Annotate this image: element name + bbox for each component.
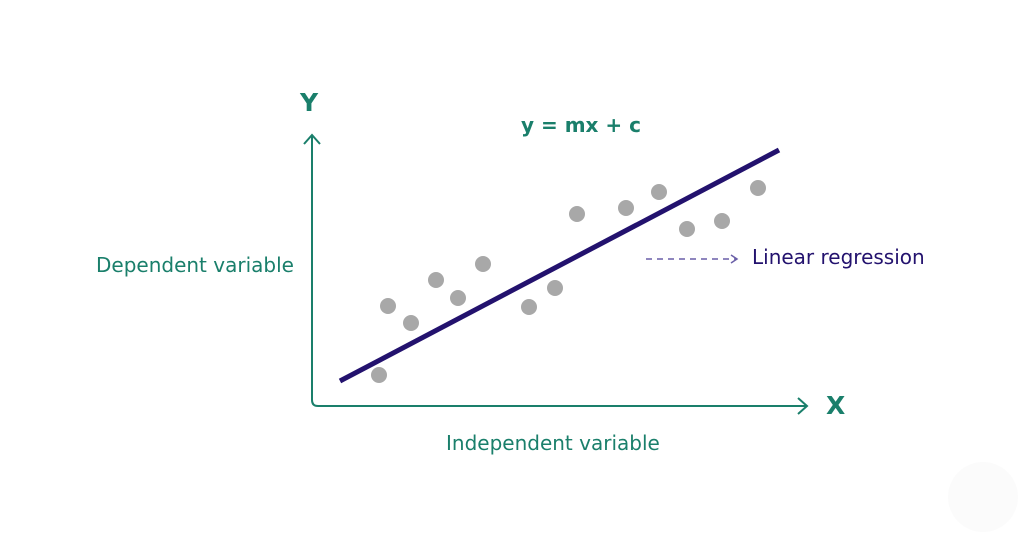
regression-label: Linear regression (752, 245, 925, 269)
regression-line (338, 147, 781, 384)
x-axis-title: Independent variable (446, 431, 660, 455)
data-point (521, 299, 537, 315)
data-point (371, 367, 387, 383)
data-point (714, 213, 730, 229)
y-axis-arrowhead (303, 133, 321, 145)
data-point (403, 315, 419, 331)
x-axis-arrowhead (797, 397, 809, 415)
data-point (750, 180, 766, 196)
data-point (450, 290, 466, 306)
data-point (475, 256, 491, 272)
data-point (679, 221, 695, 237)
data-point (547, 280, 563, 296)
y-axis-letter: Y (300, 88, 319, 117)
x-axis-letter: X (826, 391, 846, 420)
equation-label: y = mx + c (521, 113, 641, 137)
data-point (569, 206, 585, 222)
data-point (428, 272, 444, 288)
data-point (380, 298, 396, 314)
regression-leader-arrowhead (730, 254, 739, 264)
data-point (651, 184, 667, 200)
corner-badge-shape (948, 462, 1018, 532)
y-axis-title: Dependent variable (96, 253, 294, 277)
y-axis (311, 136, 806, 407)
data-point (618, 200, 634, 216)
